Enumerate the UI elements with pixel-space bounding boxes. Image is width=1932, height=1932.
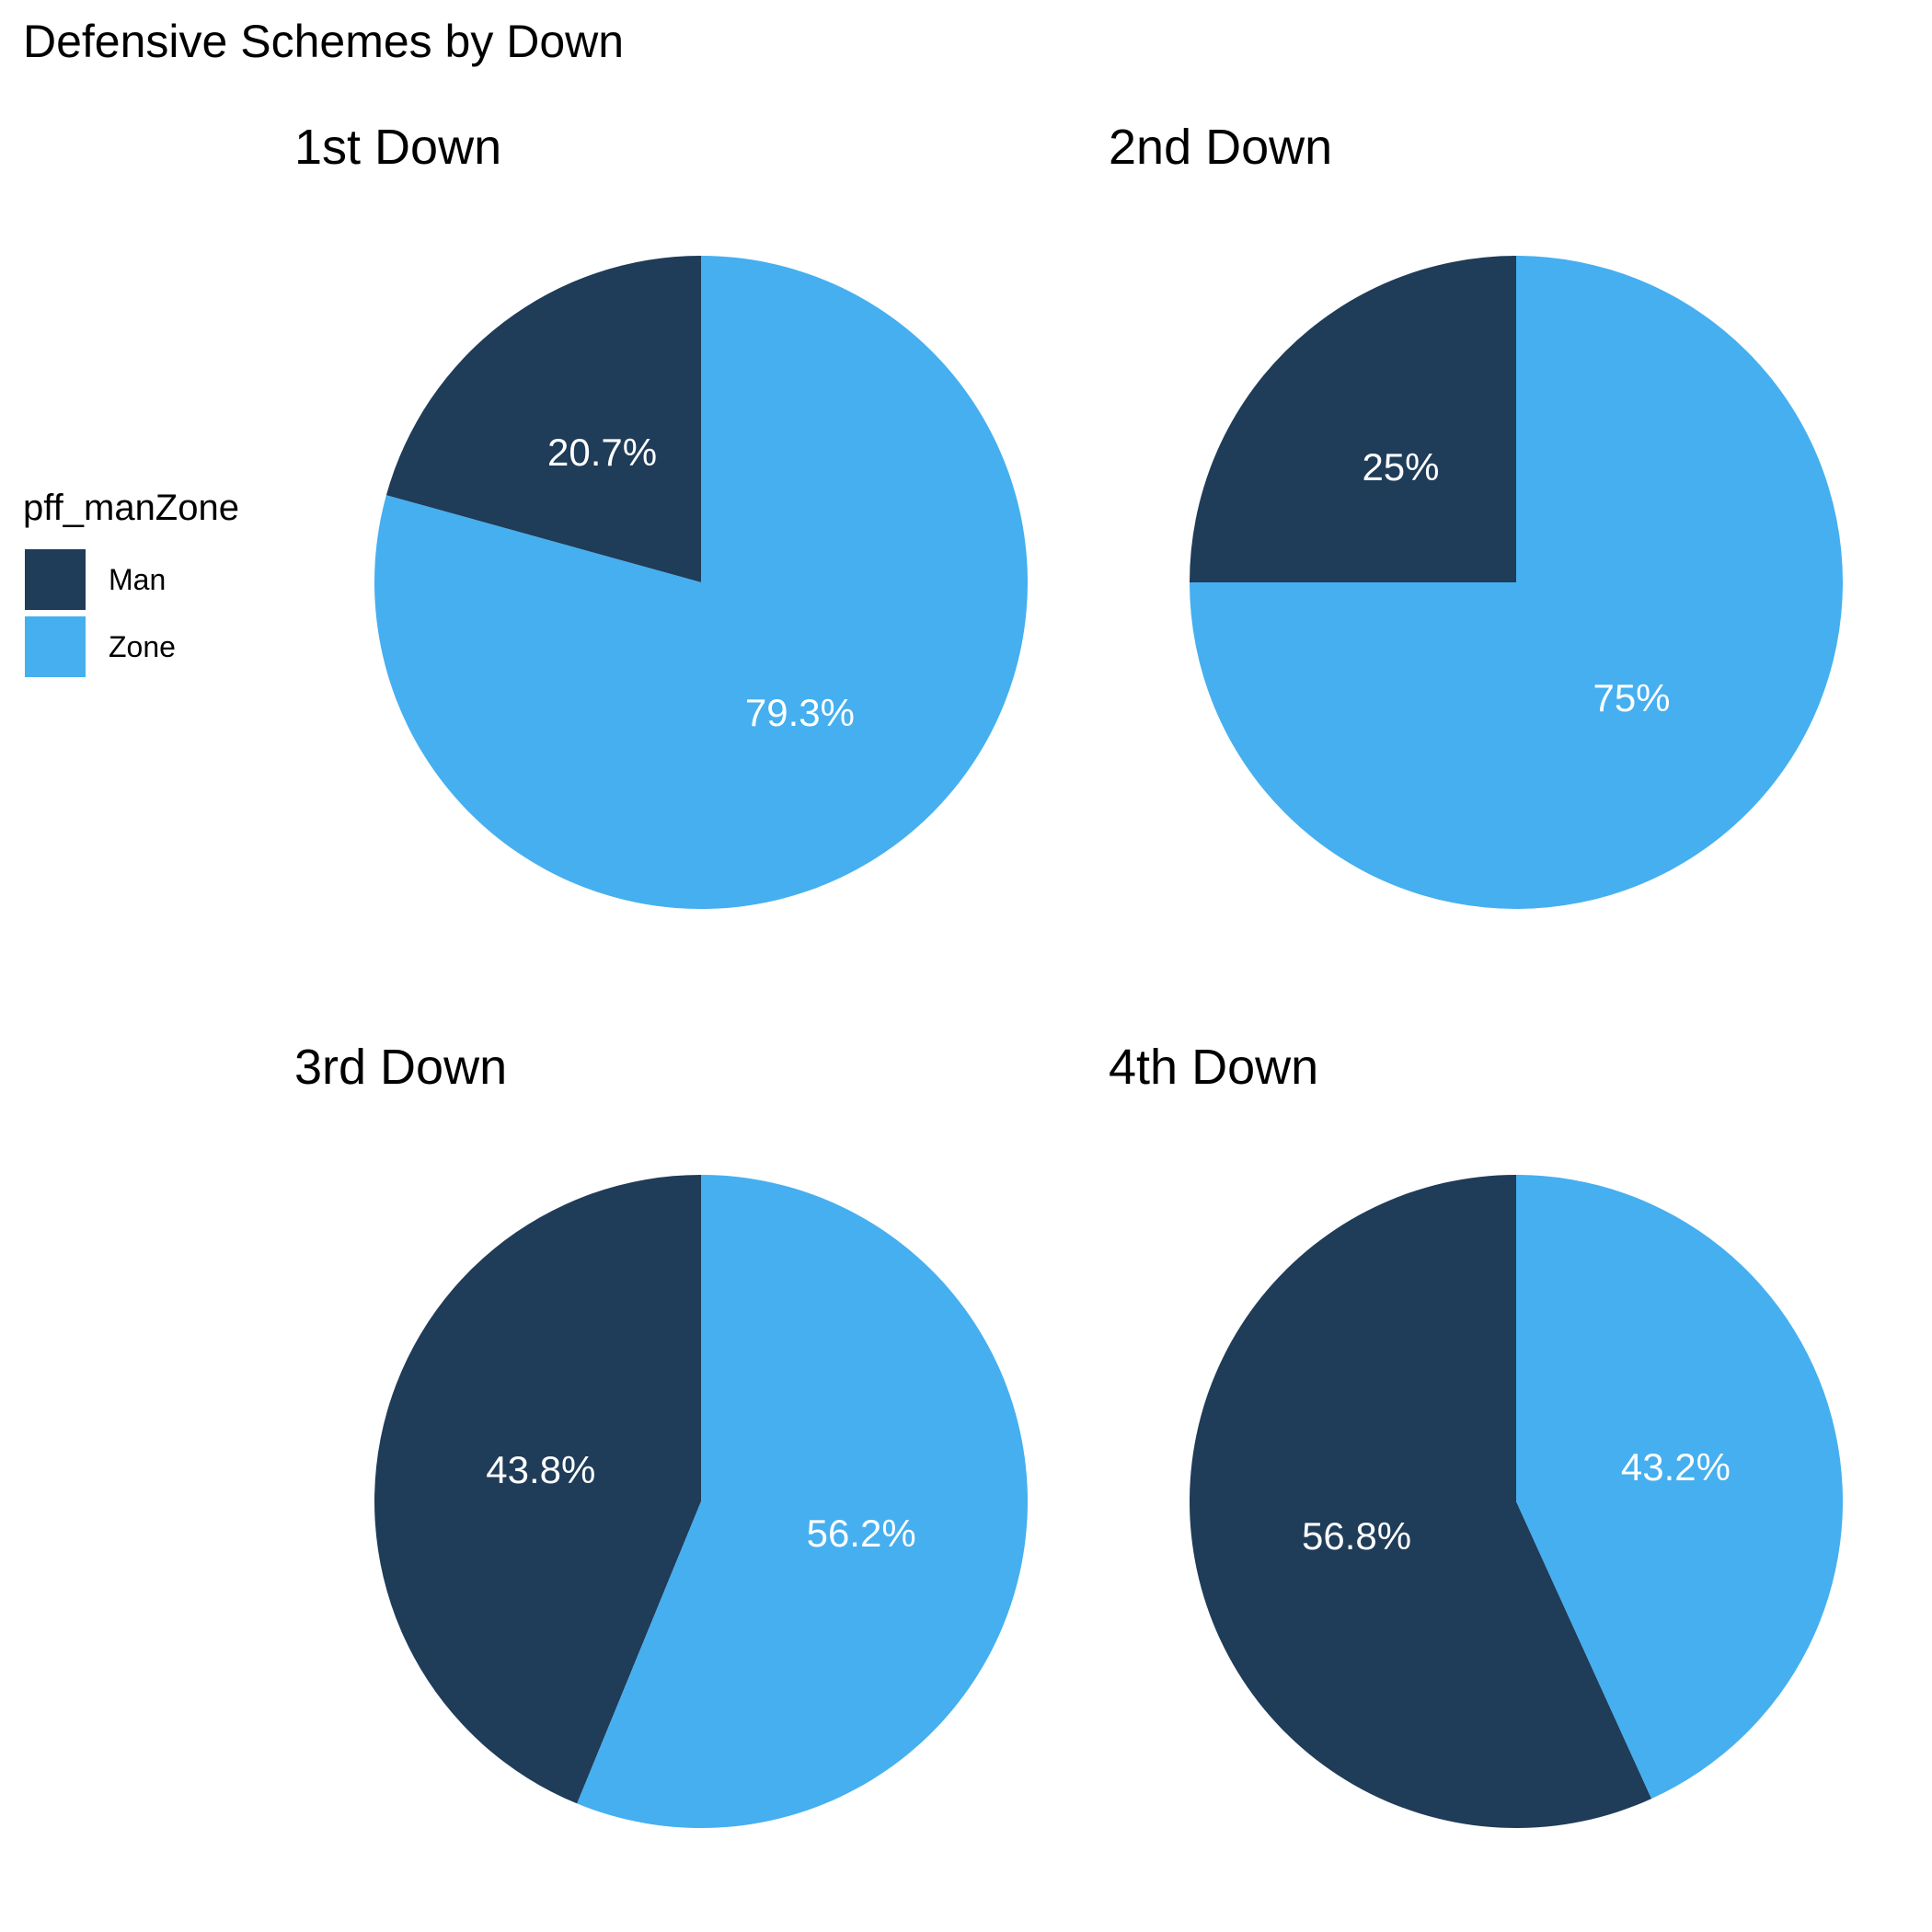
pie-1st-down: 20.7% 79.3%: [374, 256, 1028, 909]
legend-title: pff_manZone: [23, 488, 239, 528]
slice-label-man: 43.8%: [486, 1448, 595, 1491]
pie-slice-man: [385, 256, 701, 582]
chart-title: Defensive Schemes by Down: [23, 16, 624, 67]
pie-slice-zone: [1190, 256, 1843, 909]
pie-slice-man: [1189, 1175, 1652, 1828]
panel-title: 3rd Down: [294, 1040, 507, 1095]
panel-title: 1st Down: [294, 120, 501, 175]
pie-slice-man: [1190, 256, 1516, 582]
slice-label-zone: 43.2%: [1621, 1445, 1731, 1489]
panel-4th-down: 4th Down 56.8% 43.2%: [1109, 1040, 1843, 1828]
legend-label-man: Man: [109, 563, 166, 596]
pie-slice-man: [374, 1174, 701, 1804]
panel-title: 4th Down: [1109, 1040, 1318, 1095]
slice-label-man: 56.8%: [1302, 1514, 1411, 1558]
slice-label-zone: 75%: [1593, 676, 1670, 719]
panel-3rd-down: 3rd Down 43.8% 56.2%: [294, 1040, 1028, 1828]
slice-label-zone: 79.3%: [745, 691, 855, 734]
slice-label-man: 20.7%: [547, 431, 657, 474]
pie-2nd-down: 25% 75%: [1190, 256, 1843, 909]
pie-slice-zone: [374, 256, 1028, 909]
panel-1st-down: 1st Down 20.7% 79.3%: [294, 120, 1028, 909]
legend: pff_manZone Man Zone: [23, 488, 239, 677]
slice-label-man: 25%: [1362, 445, 1439, 489]
legend-swatch-man: [25, 549, 86, 610]
pie-4th-down: 56.8% 43.2%: [1189, 1175, 1843, 1828]
panel-title: 2nd Down: [1109, 120, 1332, 175]
slice-label-zone: 56.2%: [807, 1512, 916, 1555]
panel-2nd-down: 2nd Down 25% 75%: [1109, 120, 1843, 909]
pie-slice-zone: [577, 1175, 1028, 1828]
pie-slice-zone: [1516, 1175, 1843, 1800]
legend-label-zone: Zone: [109, 630, 176, 663]
pie-3rd-down: 43.8% 56.2%: [374, 1174, 1028, 1828]
legend-swatch-zone: [25, 616, 86, 677]
